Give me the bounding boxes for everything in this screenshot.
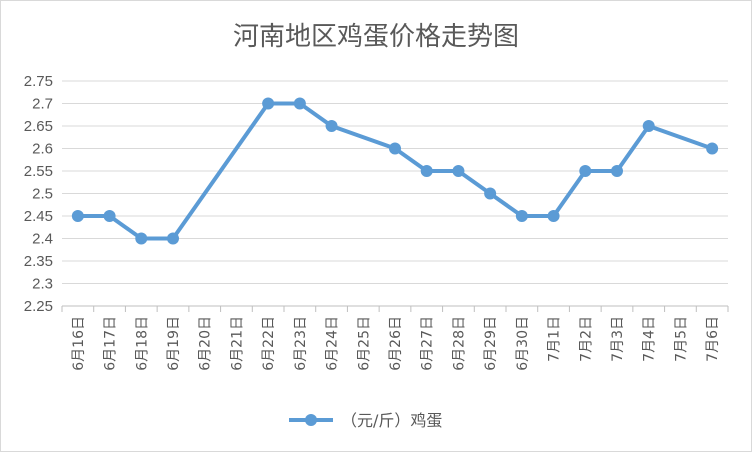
x-tick-label: 6月26日 [388, 316, 404, 371]
x-tick-label: 6月19日 [166, 316, 182, 371]
data-point [167, 232, 179, 245]
series-layer [71, 97, 719, 245]
x-tick-label: 6月24日 [325, 316, 341, 371]
x-tick-label: 6月27日 [420, 316, 436, 371]
data-point [389, 142, 401, 155]
data-point [262, 97, 275, 110]
data-point [547, 210, 560, 222]
y-tick-label: 2.3 [32, 276, 53, 293]
y-tick-label: 2.45 [24, 208, 53, 225]
data-point [71, 210, 84, 222]
x-tick-label: 7月6日 [705, 316, 721, 362]
y-tick-label: 2.75 [24, 73, 53, 90]
data-point [325, 120, 338, 132]
x-tick-label: 7月3日 [610, 316, 626, 362]
data-point [642, 120, 655, 132]
x-tick-label: 6月28日 [451, 316, 467, 371]
y-tick-label: 2.7 [32, 96, 53, 113]
x-tick-label: 7月2日 [578, 316, 594, 362]
x-tick-label: 6月17日 [103, 316, 119, 371]
data-point [706, 142, 719, 155]
x-tick-label: 6月29日 [483, 316, 499, 371]
y-tick-label: 2.25 [24, 298, 53, 315]
data-point [103, 210, 116, 222]
x-tick-label: 6月23日 [293, 316, 309, 371]
data-point [515, 210, 528, 222]
chart-title: 河南地区鸡蛋价格走势图 [233, 22, 519, 52]
data-point [135, 232, 148, 245]
legend: （元/斤）鸡蛋 [289, 411, 442, 430]
grid-lines [62, 80, 728, 307]
x-tick-label: 7月5日 [673, 316, 689, 362]
y-tick-label: 2.6 [32, 141, 53, 158]
y-tick-label: 2.4 [32, 231, 53, 248]
data-point [484, 187, 497, 200]
legend-point-marker [305, 414, 317, 426]
data-point [420, 165, 433, 177]
data-point [611, 165, 623, 177]
x-tick-label: 6月30日 [515, 316, 531, 371]
y-tick-label: 2.35 [24, 253, 53, 270]
y-tick-label: 2.55 [24, 163, 53, 180]
legend-label: （元/斤）鸡蛋 [341, 411, 442, 430]
y-tick-label: 2.65 [24, 118, 53, 135]
y-tick-label: 2.5 [32, 186, 53, 203]
x-tick-label: 6月18日 [134, 316, 150, 371]
data-point [452, 165, 465, 177]
x-tick-label: 6月22日 [261, 316, 277, 371]
y-axis-ticks: 2.25 2.3 2.35 2.4 2.45 2.5 2.55 2.6 2.65 2.7 2.75 [24, 73, 53, 315]
x-tick-label: 6月21日 [229, 316, 245, 371]
x-axis-ticks: 6月16日 6月17日 6月18日 6月19日 6月20日 6月21日 6月22日 6月23日… [61, 306, 729, 371]
data-point [579, 165, 592, 177]
x-tick-label: 6月20日 [198, 316, 214, 371]
x-tick-label: 6月16日 [71, 316, 87, 371]
x-tick-label: 6月25日 [356, 316, 372, 371]
x-tick-label: 7月1日 [547, 316, 563, 362]
x-tick-label: 7月4日 [642, 316, 658, 362]
data-point [293, 97, 306, 110]
